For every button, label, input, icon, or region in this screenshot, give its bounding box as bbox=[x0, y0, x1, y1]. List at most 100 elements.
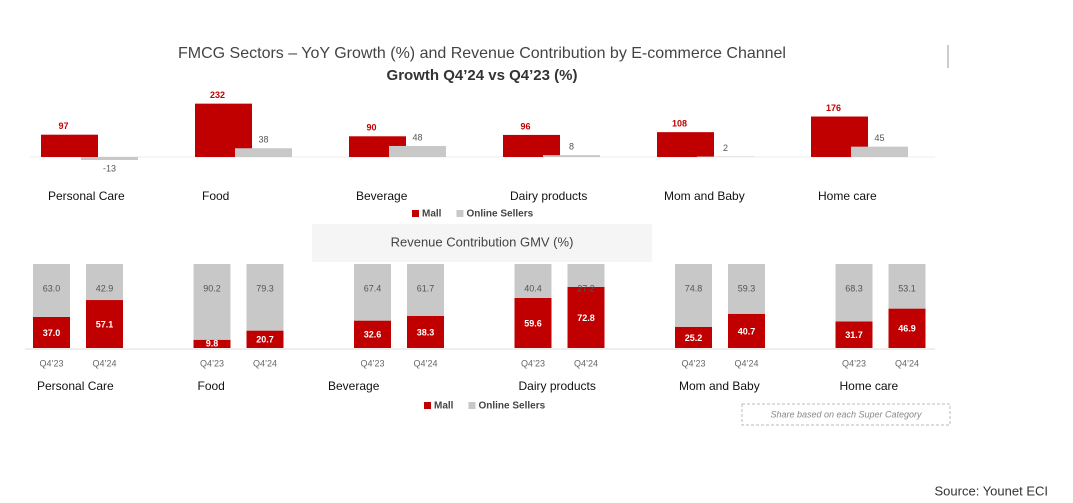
section-title: Revenue Contribution GMV (%) bbox=[391, 234, 574, 249]
value-label: 61.7 bbox=[417, 283, 435, 293]
x-tick-label: Q4’23 bbox=[360, 358, 384, 368]
value-label: 59.3 bbox=[738, 283, 756, 293]
value-label: 108 bbox=[672, 119, 687, 129]
legend-swatch bbox=[424, 402, 431, 409]
bar-segment bbox=[193, 264, 231, 340]
bar-segment bbox=[246, 264, 284, 331]
bar-segment bbox=[514, 264, 552, 298]
legend-swatch bbox=[456, 210, 464, 217]
bar-segment bbox=[888, 264, 926, 309]
bar-segment bbox=[835, 321, 873, 348]
value-label: 232 bbox=[210, 90, 225, 100]
bar-segment bbox=[888, 308, 926, 348]
value-label: 90 bbox=[366, 123, 376, 133]
value-label: 32.6 bbox=[364, 330, 382, 340]
category-label: Beverage bbox=[356, 189, 408, 203]
bar-segment bbox=[354, 320, 391, 348]
bar bbox=[195, 103, 252, 157]
bar-segment bbox=[193, 339, 231, 348]
bar-segment bbox=[246, 330, 284, 348]
x-tick-label: Q4’23 bbox=[521, 358, 545, 368]
bar-segment bbox=[86, 264, 123, 301]
bar bbox=[41, 134, 98, 157]
category-label: Food bbox=[202, 189, 229, 203]
source: Source: Younet ECI bbox=[935, 483, 1048, 498]
legend-label: Mall bbox=[434, 401, 454, 412]
x-tick-label: Q4’23 bbox=[842, 358, 866, 368]
legend-label: Online Sellers bbox=[466, 209, 533, 220]
bar bbox=[851, 146, 908, 157]
chart-subtitle: Growth Q4’24 vs Q4’23 (%) bbox=[387, 67, 578, 84]
note: Share based on each Super Category bbox=[770, 409, 922, 419]
group-label: Dairy products bbox=[519, 379, 596, 393]
x-tick-label: Q4’23 bbox=[200, 358, 224, 368]
group-label: Food bbox=[198, 379, 225, 393]
value-label: 48 bbox=[412, 132, 422, 142]
value-label: 8 bbox=[569, 142, 574, 152]
bar bbox=[543, 155, 600, 157]
value-label: 57.1 bbox=[96, 319, 114, 329]
value-label: 72.8 bbox=[577, 313, 595, 323]
value-label: 40.7 bbox=[738, 326, 756, 336]
value-label: 45 bbox=[874, 133, 884, 143]
legend-label: Online Sellers bbox=[478, 401, 545, 412]
legend-swatch bbox=[468, 402, 476, 409]
x-tick-label: Q4’24 bbox=[734, 358, 758, 368]
legend-swatch bbox=[412, 210, 419, 217]
value-label: 37.0 bbox=[43, 328, 61, 338]
bar bbox=[81, 157, 138, 160]
bar-segment bbox=[514, 297, 552, 348]
category-label: Home care bbox=[818, 189, 877, 203]
value-label: 2 bbox=[723, 143, 728, 153]
category-label: Personal Care bbox=[48, 189, 125, 203]
bar bbox=[235, 148, 292, 157]
bar-segment bbox=[675, 326, 712, 348]
value-label: -13 bbox=[103, 163, 116, 173]
value-label: 97 bbox=[58, 121, 68, 131]
bar bbox=[657, 132, 714, 157]
value-label: 38 bbox=[258, 135, 268, 145]
value-label: 176 bbox=[826, 103, 841, 113]
group-label: Mom and Baby bbox=[679, 379, 760, 393]
group-label: Home care bbox=[840, 379, 899, 393]
bar bbox=[389, 145, 446, 157]
bar-segment bbox=[86, 300, 123, 348]
group-label: Beverage bbox=[328, 379, 380, 393]
x-tick-label: Q4’23 bbox=[39, 358, 63, 368]
x-tick-label: Q4’24 bbox=[574, 358, 598, 368]
bar-segment bbox=[407, 315, 444, 348]
note-box bbox=[741, 403, 951, 426]
x-tick-label: Q4’24 bbox=[253, 358, 277, 368]
bar-segment bbox=[567, 286, 605, 348]
value-label: 46.9 bbox=[898, 324, 916, 334]
value-label: 79.3 bbox=[256, 283, 274, 293]
value-label: 42.9 bbox=[96, 283, 114, 293]
bar-segment bbox=[354, 264, 391, 321]
bar-segment bbox=[728, 313, 765, 348]
bar-segment bbox=[407, 264, 444, 316]
bar bbox=[503, 134, 560, 157]
category-label: Dairy products bbox=[510, 189, 587, 203]
bar-segment bbox=[835, 264, 873, 322]
value-label: 27.2 bbox=[577, 283, 595, 293]
x-tick-label: Q4’24 bbox=[895, 358, 919, 368]
value-label: 40.4 bbox=[524, 283, 542, 293]
value-label: 90.2 bbox=[203, 283, 221, 293]
value-label: 31.7 bbox=[845, 330, 863, 340]
value-label: 38.3 bbox=[417, 327, 435, 337]
bar-segment bbox=[567, 264, 605, 287]
chart-title: FMCG Sectors – YoY Growth (%) and Revenu… bbox=[178, 45, 786, 62]
x-tick-label: Q4’24 bbox=[92, 358, 116, 368]
value-label: 74.8 bbox=[685, 283, 703, 293]
section-box bbox=[312, 224, 652, 262]
x-tick-label: Q4’23 bbox=[681, 358, 705, 368]
value-label: 9.8 bbox=[206, 338, 219, 348]
value-label: 96 bbox=[520, 121, 530, 131]
bar-segment bbox=[33, 316, 70, 348]
bar-segment bbox=[728, 264, 765, 314]
value-label: 68.3 bbox=[845, 283, 863, 293]
value-label: 67.4 bbox=[364, 283, 382, 293]
bar-segment bbox=[33, 264, 70, 317]
value-label: 20.7 bbox=[256, 335, 274, 345]
